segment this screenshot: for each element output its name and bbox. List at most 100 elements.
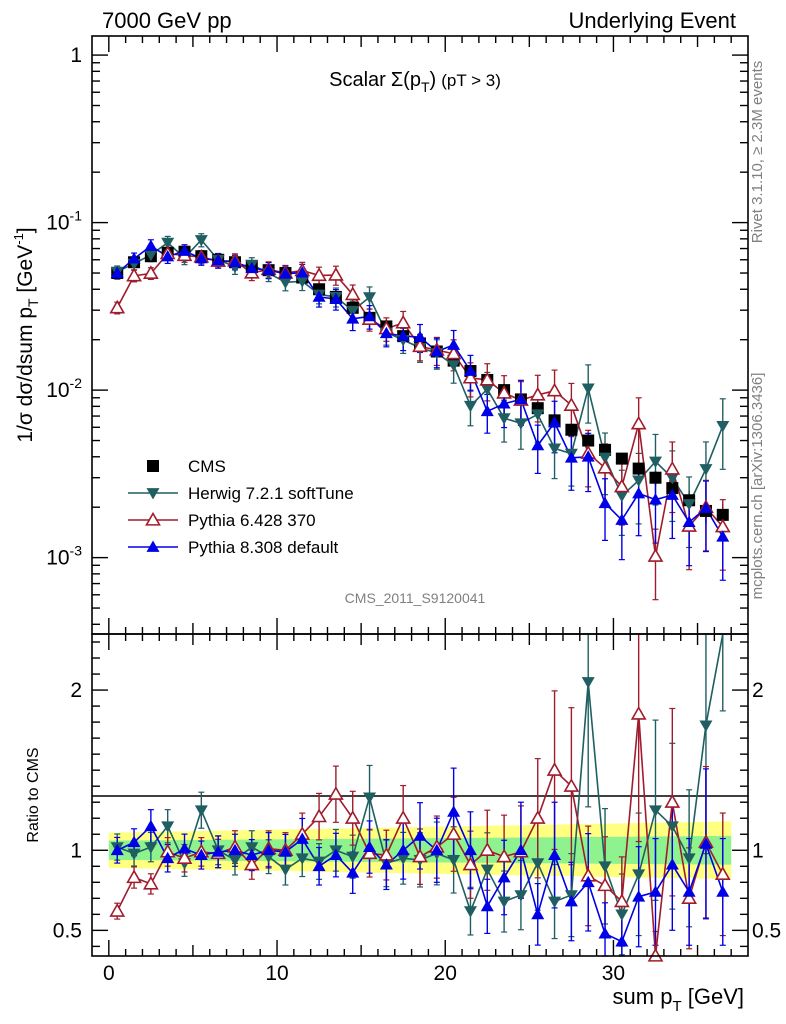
ratio-series-lines (116, 633, 724, 957)
ratio-marker (479, 842, 496, 856)
ratio-marker (278, 864, 292, 876)
main-marker (531, 438, 545, 451)
main-marker (682, 515, 696, 528)
main-marker (581, 450, 595, 462)
ratio-marker (363, 840, 377, 852)
x-tick-label: 10 (265, 962, 288, 985)
legend-marker (147, 460, 159, 472)
main-marker (194, 235, 208, 247)
ratio-marker (714, 866, 731, 880)
main-marker (463, 364, 477, 376)
ratio-panel: 0.5 0.5 1 1 2 2 0 10 20 30 (53, 633, 781, 985)
main-marker (161, 250, 175, 262)
legend-entry-label: CMS (188, 457, 226, 476)
ratio-marker (161, 851, 175, 864)
ratio-marker (682, 885, 696, 897)
ratio-error-bars (114, 633, 726, 957)
ratio-marker (699, 837, 713, 849)
main-marker (346, 305, 360, 318)
legend-entry-label: Pythia 6.428 370 (188, 511, 316, 530)
main-marker (328, 266, 344, 281)
main-marker (396, 329, 410, 342)
main-marker (395, 314, 412, 329)
ratio-marker (648, 885, 662, 897)
main-marker (430, 345, 444, 357)
main-marker (598, 496, 612, 509)
ratio-marker (127, 848, 141, 860)
main-panel: 1 10-1 10-2 10-3 Scalar Σ(pT) (pT > 3) CMS_20… (46, 35, 749, 635)
ratio-marker (664, 794, 681, 808)
ratio-axis-ticks (92, 634, 748, 956)
main-marker (363, 292, 377, 304)
main-marker (127, 252, 141, 264)
main-markers (109, 235, 731, 562)
main-marker (178, 244, 192, 256)
main-marker (682, 499, 696, 511)
ratio-marker (648, 805, 662, 817)
main-marker (563, 397, 580, 411)
ratio-y-axis-label: Ratio to CMS (25, 747, 42, 842)
main-marker (648, 493, 662, 505)
main-marker (278, 267, 292, 279)
ratio-marker (379, 858, 393, 870)
main-marker (126, 267, 142, 282)
main-marker (615, 490, 629, 503)
y-tick-label: 10-1 (46, 208, 82, 235)
main-axis-ticks (92, 36, 748, 634)
ratio-y-tick-labels: 0.5 0.5 1 1 2 2 (53, 679, 781, 942)
ratio-y-tick-label-left: 0.5 (53, 919, 82, 942)
main-marker (262, 263, 276, 276)
main-marker (649, 471, 662, 484)
ratio-marker (462, 856, 479, 871)
main-marker (564, 451, 578, 463)
ratio-marker (563, 778, 580, 792)
main-marker (295, 276, 309, 288)
main-marker (598, 452, 612, 465)
ratio-marker (716, 885, 730, 897)
ratio-marker (346, 866, 360, 878)
ratio-marker (228, 843, 242, 856)
main-marker (664, 460, 681, 475)
ratio-marker (447, 805, 461, 817)
ratio-marker (396, 853, 410, 865)
main-marker (548, 443, 562, 455)
x-tick-label: 30 (602, 962, 625, 985)
main-marker (312, 290, 326, 302)
main-marker (379, 326, 393, 339)
ratio-marker (514, 843, 528, 856)
main-marker (565, 423, 578, 436)
ratio-marker (142, 875, 159, 890)
x-tick-labels: 0 10 20 30 (103, 962, 625, 985)
main-marker (647, 548, 664, 562)
ratio-marker (598, 861, 612, 873)
ratio-marker (295, 832, 309, 844)
ratio-y-tick-label-left: 1 (70, 839, 82, 862)
ratio-marker (396, 843, 410, 856)
main-marker (497, 397, 511, 409)
ratio-marker (413, 829, 427, 841)
main-marker (582, 434, 595, 447)
main-marker (632, 462, 645, 475)
main-marker (363, 309, 377, 322)
main-marker (445, 345, 462, 360)
main-marker (245, 261, 259, 274)
ratio-marker (126, 869, 142, 884)
legend-entry-label: Herwig 7.2.1 softTune (188, 484, 354, 503)
ratio-marker (243, 856, 260, 871)
ratio-marker (110, 843, 124, 856)
ratio-marker (127, 835, 141, 848)
ratio-marker (144, 842, 158, 854)
main-marker (109, 299, 126, 314)
ratio-markers (109, 677, 731, 962)
main-marker (463, 400, 477, 413)
ratio-marker (344, 810, 361, 824)
ratio-marker (496, 848, 512, 863)
ratio-marker (665, 821, 679, 833)
ratio-marker (699, 720, 713, 732)
ratio-marker (445, 826, 462, 840)
main-marker (665, 473, 679, 485)
main-marker (142, 265, 159, 280)
ratio-marker (647, 947, 664, 962)
ratio-marker (497, 896, 511, 909)
analysis-id-label: CMS_2011_S9120041 (345, 590, 486, 606)
